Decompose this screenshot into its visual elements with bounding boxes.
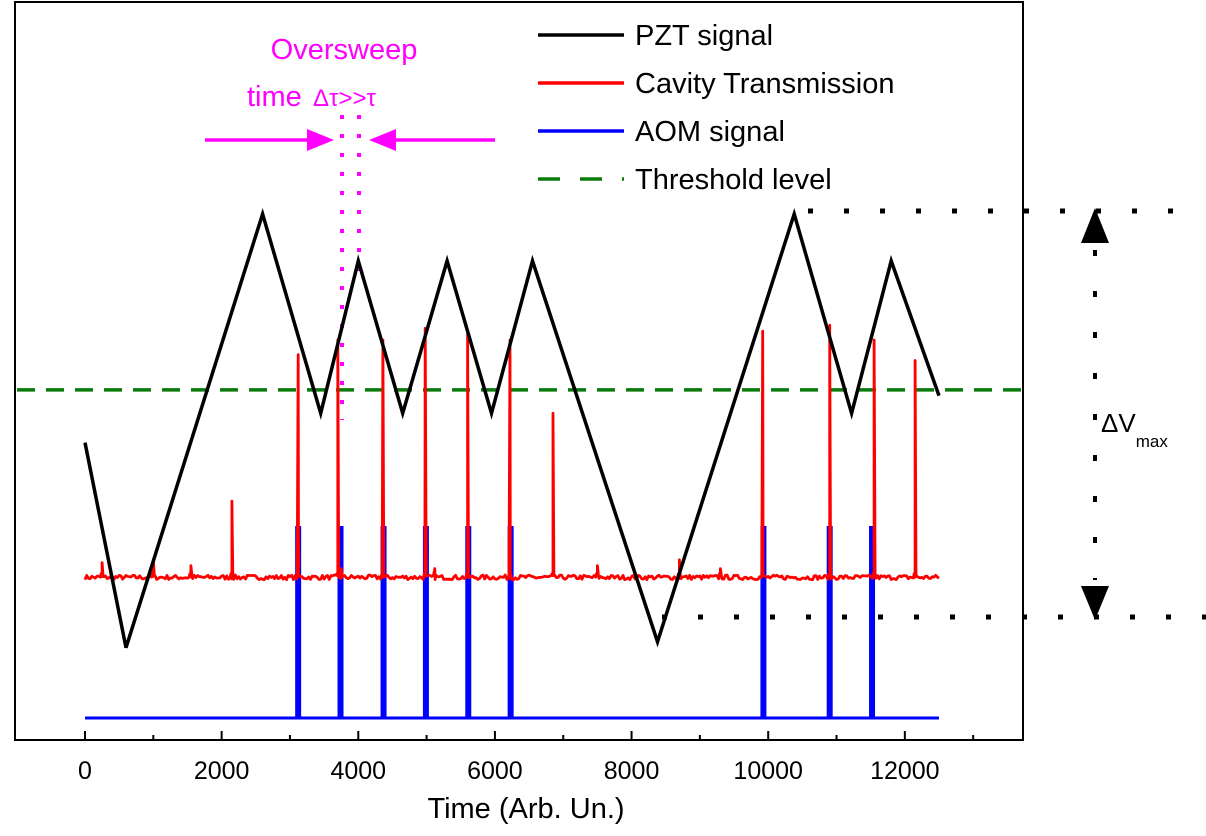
x-tick-label: 4000 <box>330 757 386 785</box>
x-tick-label: 10000 <box>733 757 803 785</box>
legend-label: AOM signal <box>635 116 785 148</box>
legend-label: Threshold level <box>635 164 832 196</box>
delta-v-arrow-up <box>1081 208 1109 243</box>
x-axis-label: Time (Arb. Un.) <box>427 793 624 825</box>
delta-v-subscript: max <box>1136 432 1169 451</box>
oversweep-label: Oversweep <box>271 34 418 66</box>
x-tick-label: 12000 <box>870 757 940 785</box>
time-label: time <box>247 81 302 113</box>
x-tick-label: 6000 <box>467 757 523 785</box>
x-tick-label: 2000 <box>194 757 250 785</box>
delta-v-main: ΔV <box>1101 408 1136 438</box>
oversweep-arrow-left-head <box>307 129 334 151</box>
x-tick-label: 0 <box>78 757 92 785</box>
oversweep-arrow-right-head <box>369 129 396 151</box>
legend-label: PZT signal <box>635 20 773 52</box>
plot-frame <box>14 1 1024 741</box>
annotations <box>205 115 1206 620</box>
legend-label: Cavity Transmission <box>635 68 894 100</box>
x-ticks: 0 2000 4000 6000 8000 10000 12000 <box>78 731 975 785</box>
aom-signal-line <box>85 526 939 720</box>
legend: PZT signal Cavity Transmission AOM signal T… <box>538 20 894 196</box>
delta-tau-label: Δτ>>τ <box>313 85 377 112</box>
delta-v-label: ΔVmax <box>1101 408 1168 451</box>
series <box>17 207 1022 720</box>
cavity-transmission-line <box>83 323 940 582</box>
delta-v-arrow-down <box>1081 586 1109 620</box>
x-tick-label: 8000 <box>604 757 660 785</box>
pzt-signal-line <box>83 207 941 649</box>
